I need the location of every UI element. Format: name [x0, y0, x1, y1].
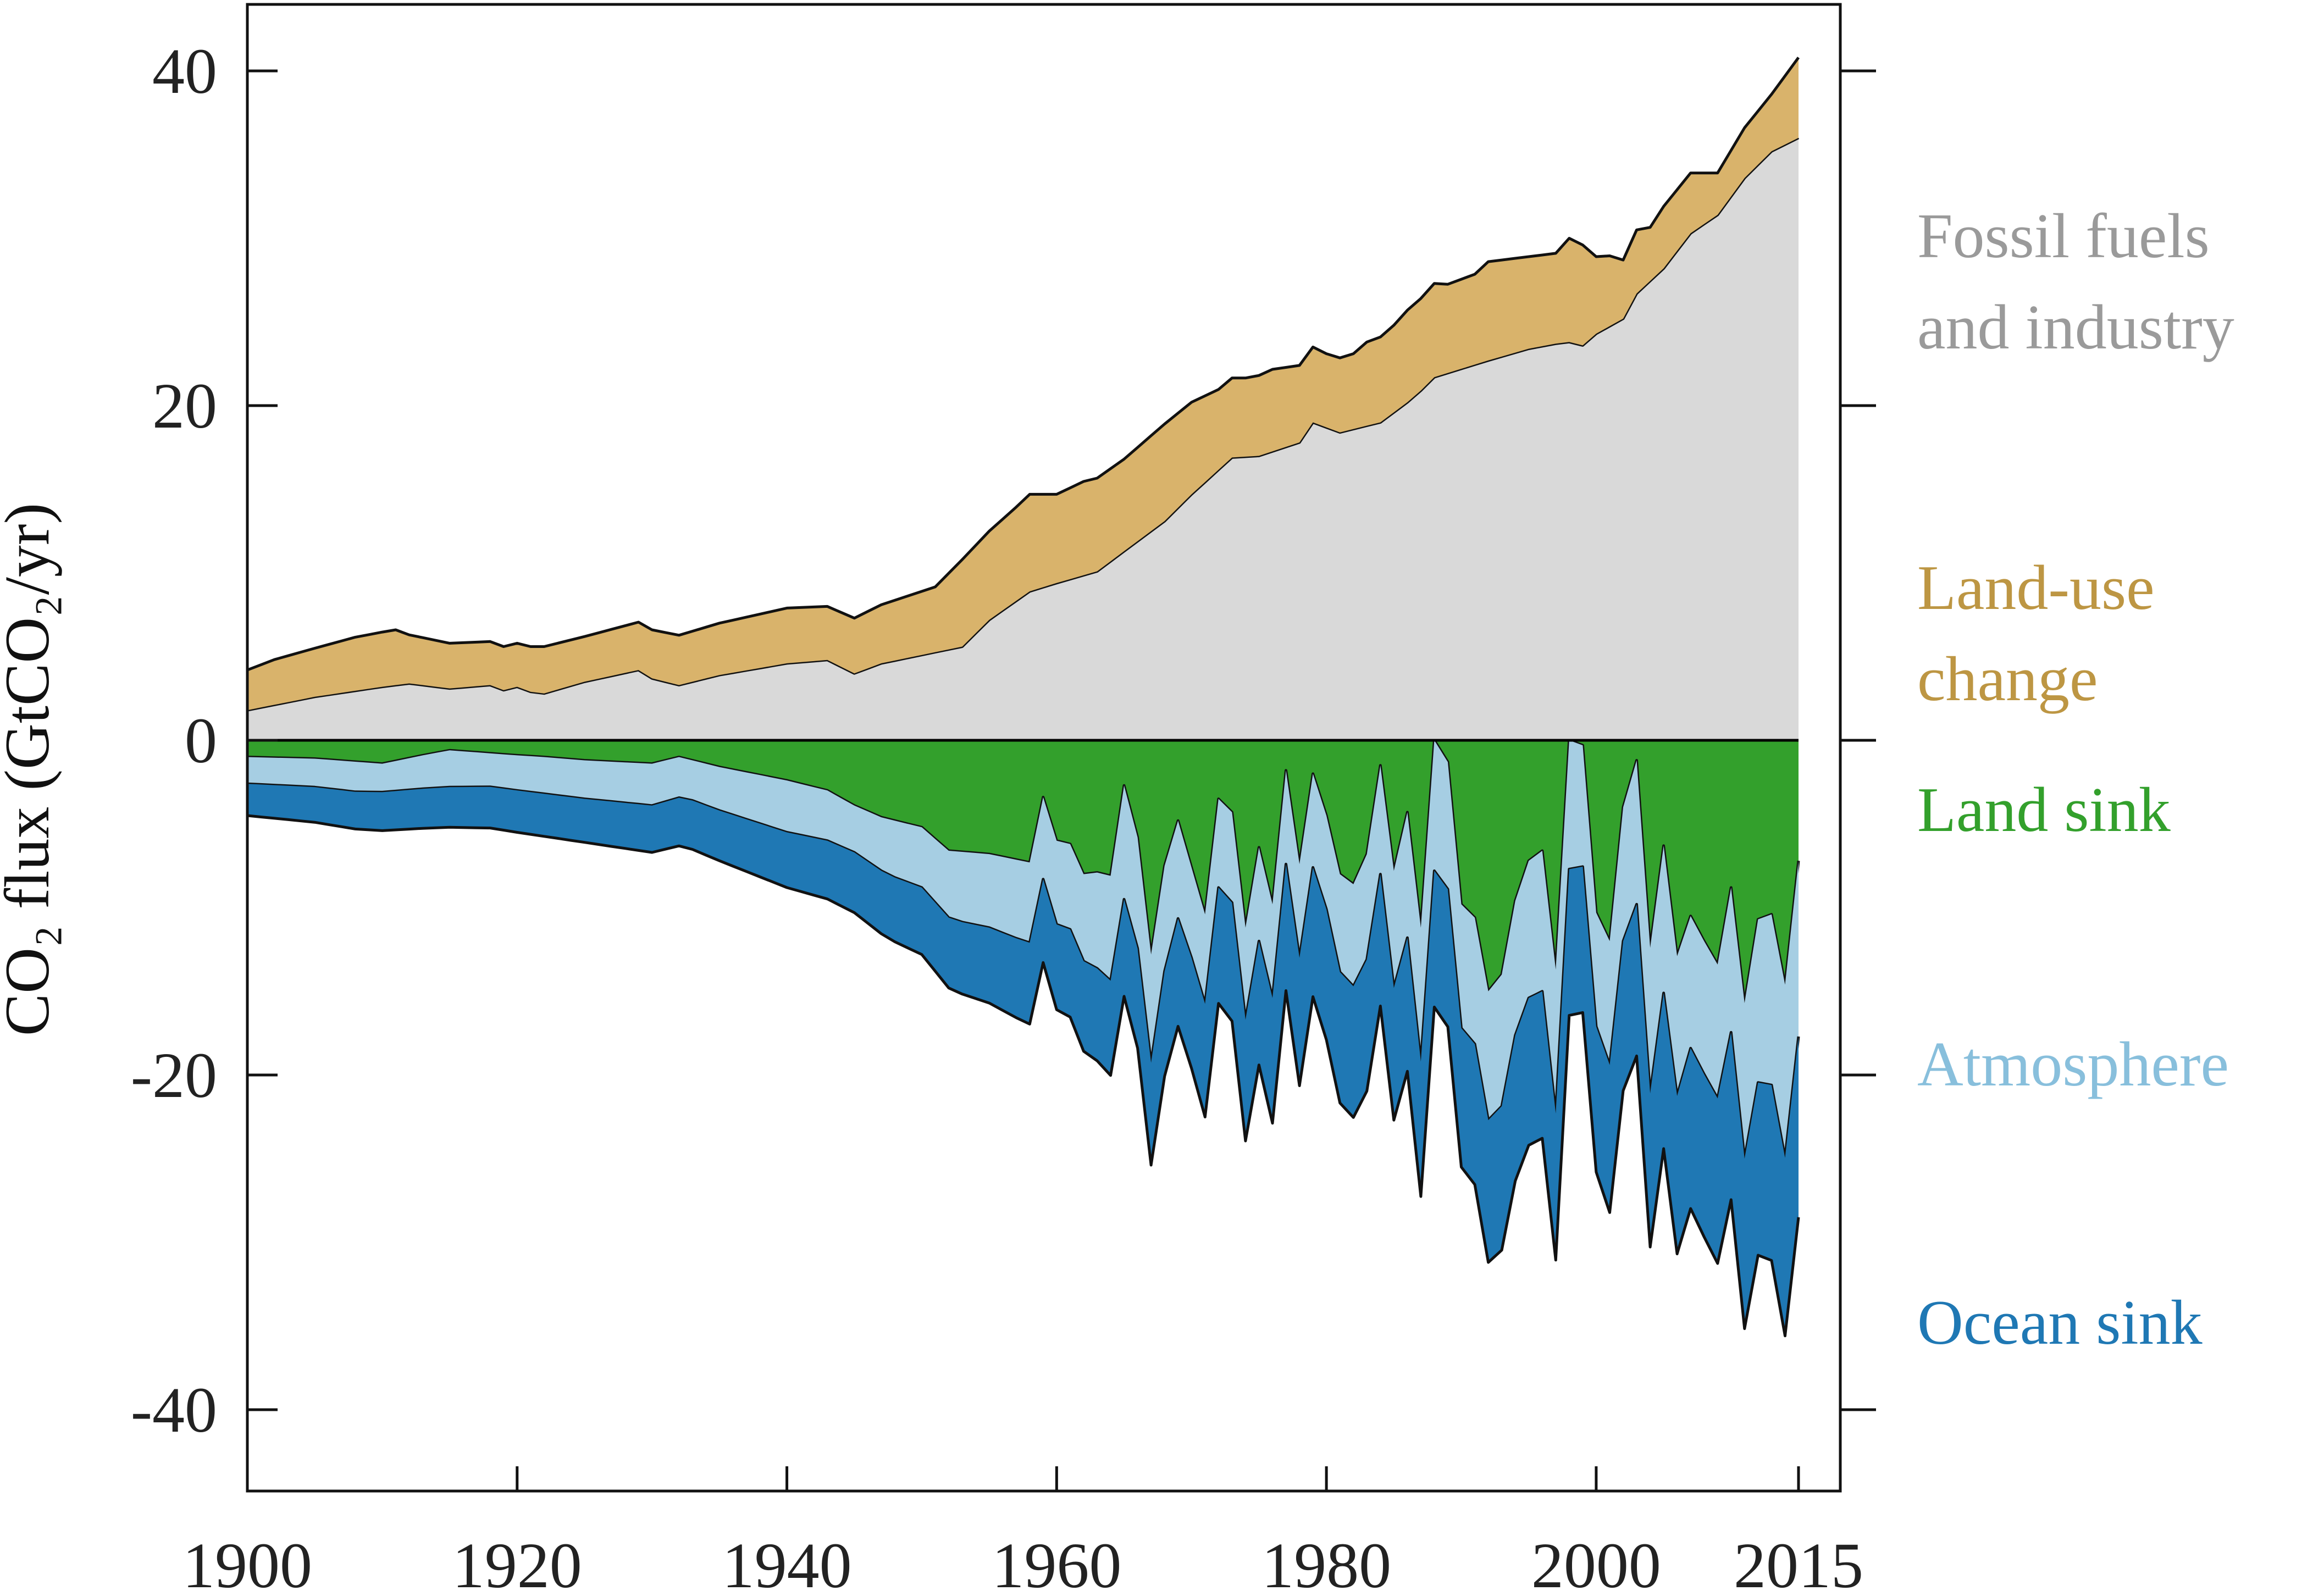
series-labels: Fossil fuels and industry Land-use change La… — [1917, 201, 2234, 1358]
x-tick-label: 1980 — [1261, 1529, 1391, 1596]
area-outline-ocean-sink — [247, 814, 1800, 1338]
axis-ticks: 40 20 0 -20 -40 1900 1920 1940 1960 1980 2000 2015 — [131, 35, 1876, 1596]
plot-frame — [246, 3, 1842, 1493]
area-land-sink — [247, 740, 1799, 1004]
y-tick-label: -40 — [131, 1374, 217, 1446]
area-atmosphere — [247, 740, 1799, 1159]
series-label-land-sink: Land sink — [1917, 775, 2171, 845]
x-tick-label: 1900 — [182, 1529, 312, 1596]
series-label-fossil-fuels-and-industry: Fossil fuels and industry — [1917, 201, 2234, 363]
y-tick-label: 20 — [152, 370, 217, 442]
area-land-use-change — [247, 57, 1799, 711]
y-axis-title: CO₂ flux (GtCO₂/yr) — [0, 503, 63, 1036]
x-tick-label: 2015 — [1734, 1529, 1863, 1596]
stacked-areas — [247, 57, 1800, 1338]
x-tick-label: 1920 — [452, 1529, 582, 1596]
y-tick-label: 0 — [185, 705, 217, 777]
series-label-atmosphere: Atmosphere — [1917, 1029, 2229, 1100]
x-tick-label: 2000 — [1531, 1529, 1661, 1596]
series-label-land-use-change: Land-use change — [1917, 553, 2155, 714]
x-tick-label: 1940 — [722, 1529, 852, 1596]
x-tick-label: 1960 — [992, 1529, 1121, 1596]
series-label-ocean-sink: Ocean sink — [1917, 1288, 2203, 1358]
y-tick-label: 40 — [152, 35, 217, 107]
y-tick-label: -20 — [131, 1039, 217, 1111]
area-fossil-fuels-and-industry — [247, 137, 1799, 740]
area-outline-land-use-change — [247, 57, 1800, 672]
